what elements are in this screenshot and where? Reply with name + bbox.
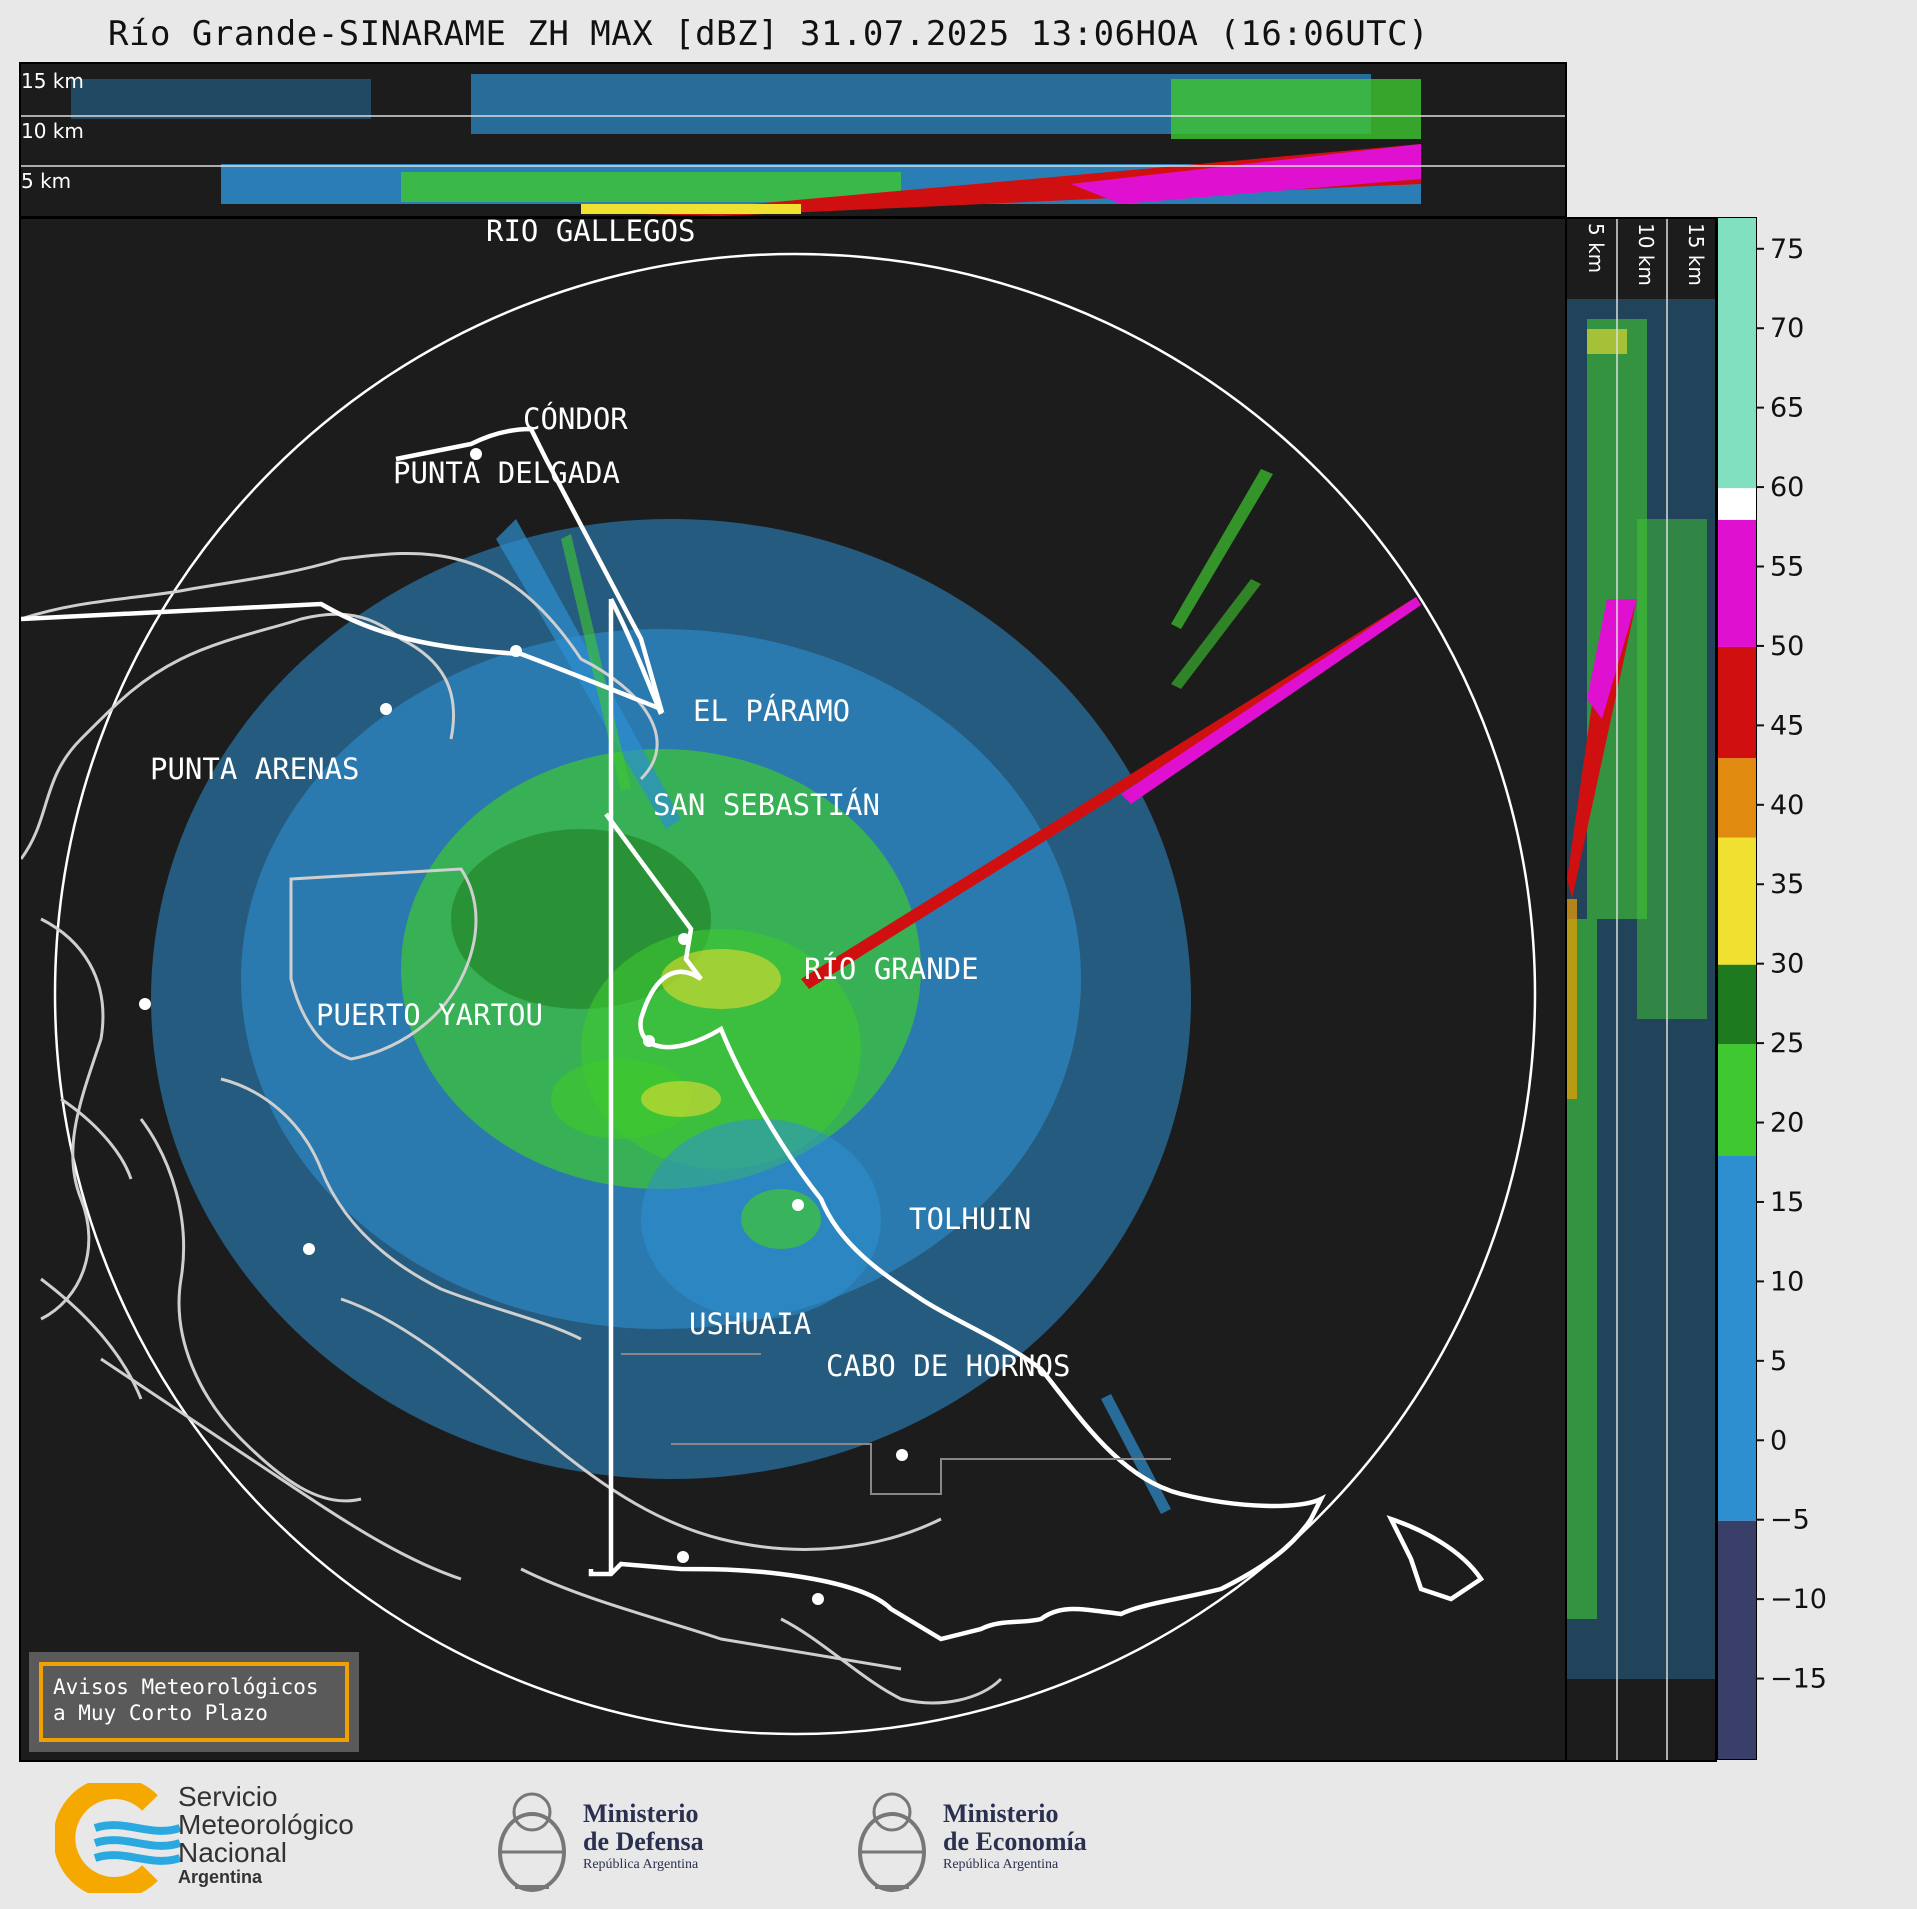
city-dot-cabo-de-hornos [812,1593,824,1605]
page-title: Río Grande-SINARAME ZH MAX [dBZ] 31.07.2… [108,14,1430,54]
top-label-10km: 10 km [21,119,84,143]
city-label-rio-gallegos: RÍO GALLEGOS [486,219,696,248]
side-label-10km: 10 km [1634,223,1658,286]
defensa-line-1: Ministerio [583,1799,699,1828]
side-echoes [1567,299,1715,1679]
colorbar-tick-label: 55 [1770,552,1804,583]
city-dot-san-sebastian [643,1035,655,1047]
economia-line-3: República Argentina [943,1857,1059,1872]
colorbar-band-2 [1718,1044,1756,1156]
colorbar-band-4 [1718,837,1756,965]
city-label-san-sebastian: SAN SEBASTIÁN [653,788,880,822]
colorbar-tick-label: 75 [1770,234,1804,265]
colorbar-band-8 [1718,488,1756,520]
side-cross-section: 5 km 10 km 15 km [1567,219,1715,1760]
colorbar-tick-label: 65 [1770,393,1804,424]
colorbar-tick-label: 20 [1770,1108,1804,1139]
city-dot-rio-gallegos [470,448,482,460]
colorbar-tick-label: −15 [1770,1664,1827,1695]
colorbar-band-0 [1718,1520,1756,1759]
city-dot-ushuaia [677,1551,689,1563]
colorbar-tick-label: 0 [1770,1425,1787,1456]
economia-line-2: de Economía [943,1827,1087,1856]
smn-line-3: Nacional [178,1837,287,1868]
colorbar-tick-label: 15 [1770,1187,1804,1218]
city-dot-rio-grande [792,1199,804,1211]
economia-line-1: Ministerio [943,1799,1059,1828]
radar-map-panel: RÍO GALLEGOS CÓNDOR PUNTA DELGADA EL PÁR… [19,217,1567,1762]
colorbar-gradient [1718,218,1756,1759]
city-dot-punta-arenas [139,998,151,1010]
economia-text: Ministerio de Economía República Argenti… [943,1800,1087,1874]
avisos-line-1: Avisos Meteorológicos [53,1675,319,1699]
colorbar-band-6 [1718,646,1756,759]
boundaries [21,426,1485,1642]
colorbar-tick-label: −10 [1770,1584,1827,1615]
colorbar-tick-label: 45 [1770,710,1804,741]
top-cross-section-panel: 15 km 10 km 5 km [19,62,1567,218]
colorbar-tick-label: 40 [1770,790,1804,821]
side-cross-section-panel: 5 km 10 km 15 km [1565,217,1717,1762]
defensa-line-2: de Defensa [583,1827,704,1856]
smn-text: Servicio Meteorológico Nacional Argentin… [178,1781,354,1888]
top-label-15km: 15 km [21,69,84,93]
colorbar-band-7 [1718,519,1756,647]
colorbar-band-5 [1718,758,1756,838]
smn-line-2: Meteorológico [178,1809,354,1840]
smn-logo [55,1783,185,1893]
top-label-5km: 5 km [21,169,71,193]
city-dot-punta-delgada [380,703,392,715]
city-label-punta-arenas: PUNTA ARENAS [150,752,360,786]
colorbar-band-3 [1718,964,1756,1045]
city-markers [139,448,908,1605]
defensa-line-3: República Argentina [583,1857,699,1872]
avisos-line-2: a Muy Corto Plazo [53,1701,268,1725]
radar-echoes [151,469,1421,1514]
colorbar-tick-label: 60 [1770,472,1804,503]
city-label-punta-delgada: PUNTA DELGADA [393,456,620,490]
colorbar-tick-label: 35 [1770,869,1804,900]
radar-map: RÍO GALLEGOS CÓNDOR PUNTA DELGADA EL PÁR… [21,219,1537,1736]
avisos-box: Avisos Meteorológicos a Muy Corto Plazo [29,1652,359,1752]
defensa-text: Ministerio de Defensa República Argentin… [583,1800,704,1874]
smn-emblem-icon [55,1783,182,1893]
top-cross-section: 15 km 10 km 5 km [21,69,1565,216]
city-label-puerto-yartou: PUERTO YARTOU [316,998,543,1032]
city-label-rio-grande: RÍO GRANDE [804,952,979,986]
colorbar-tick-label: 30 [1770,949,1804,980]
city-label-el-paramo: EL PÁRAMO [693,694,850,728]
colorbar-tick-label: 10 [1770,1266,1804,1297]
colorbar-tick-label: 50 [1770,631,1804,662]
colorbar-tick-label: 5 [1770,1346,1787,1377]
city-label-condor: CÓNDOR [523,402,628,436]
top-echoes [71,74,1421,216]
side-label-15km: 15 km [1684,223,1708,286]
city-label-cabo-de-hornos: CABO DE HORNOS [826,1349,1070,1383]
economia-emblem-icon [855,1772,930,1897]
colorbar-band-9 [1718,218,1756,489]
smn-line-4: Argentina [178,1867,263,1887]
city-label-ushuaia: USHUAIA [689,1307,811,1341]
city-dot-el-paramo [678,933,690,945]
city-dot-condor [510,645,522,657]
side-label-5km: 5 km [1584,223,1608,273]
defensa-emblem-icon [495,1772,570,1897]
colorbar-tick-label: −5 [1770,1505,1810,1536]
city-dot-puerto-yartou [303,1243,315,1255]
colorbar [1717,217,1757,1760]
smn-line-1: Servicio [178,1781,278,1812]
colorbar-tick-label: 70 [1770,313,1804,344]
colorbar-tick-label: 25 [1770,1028,1804,1059]
city-dot-tolhuin [896,1449,908,1461]
avisos-frame: Avisos Meteorológicos a Muy Corto Plazo [39,1662,349,1742]
province-border [621,1353,1171,1495]
range-ring [53,252,1537,1736]
city-label-tolhuin: TOLHUIN [909,1202,1031,1236]
colorbar-band-1 [1718,1155,1756,1521]
coastlines [21,551,1003,1705]
